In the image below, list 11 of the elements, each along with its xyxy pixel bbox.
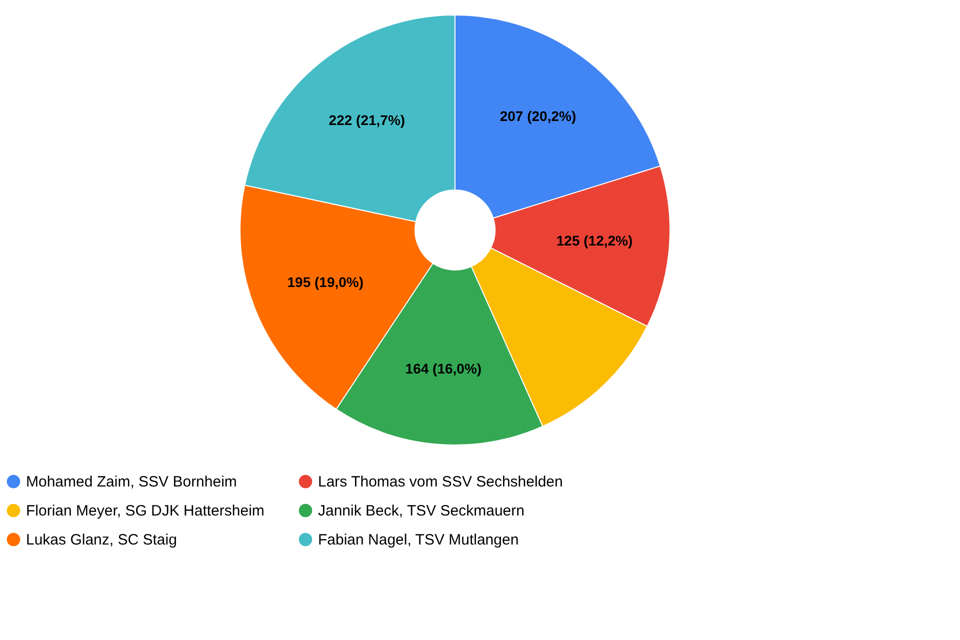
data-label: 164 (16,0%) <box>405 360 482 377</box>
legend-label: Florian Meyer, SG DJK Hattersheim <box>26 502 264 520</box>
data-label: 125 (12,2%) <box>556 232 633 248</box>
legend-label: Lukas Glanz, SC Staig <box>26 532 177 548</box>
legend-label: Mohamed Zaim, SSV Bornheim <box>26 474 237 491</box>
legend-label: Lars Thomas vom SSV Sechshelden <box>318 474 563 491</box>
legend-label: Jannik Beck, TSV Seckmauern <box>318 502 524 520</box>
data-label: 207 (20,2%) <box>500 108 576 124</box>
legend-label: Fabian Nagel, TSV Mutlangen <box>318 532 519 548</box>
data-label: 222 (21,7%) <box>328 112 406 128</box>
data-label: 195 (19,0%) <box>287 274 364 290</box>
